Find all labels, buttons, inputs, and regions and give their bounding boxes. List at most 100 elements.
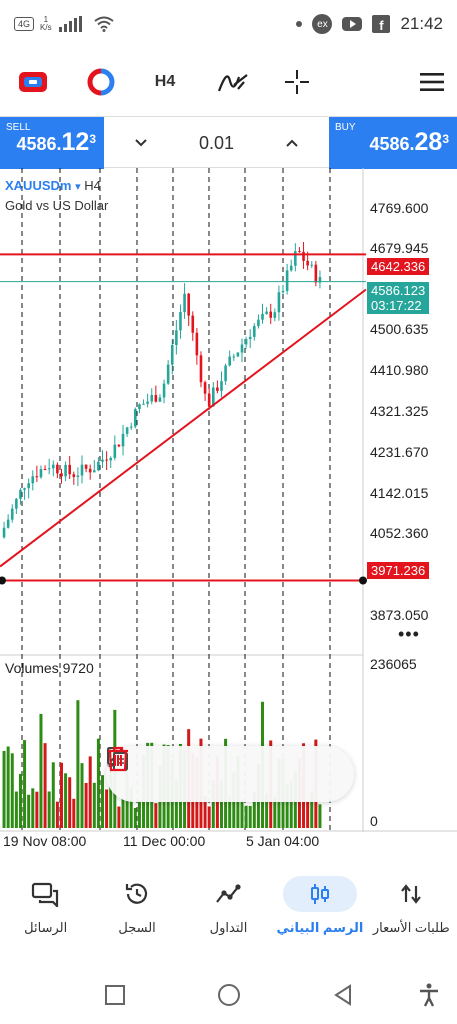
sell-price-sup: 3 xyxy=(89,132,96,146)
volume-bar xyxy=(137,800,141,828)
chart-timeframe: H4 xyxy=(84,178,101,193)
candle-body xyxy=(117,444,121,447)
volume-bar xyxy=(64,773,68,828)
drawing-tools-button[interactable] xyxy=(208,56,258,108)
crosshair-icon xyxy=(285,70,309,94)
price-axis-label: 4321.325 xyxy=(370,403,429,419)
chevron-up-icon[interactable] xyxy=(277,133,307,153)
candle-body xyxy=(10,508,14,520)
volume-bar xyxy=(72,798,76,828)
lot-size-value[interactable]: 0.01 xyxy=(198,132,235,153)
candle-body xyxy=(93,470,96,473)
bottom-navigation: طلبات الأسعار الرسم البياني التداول السج… xyxy=(0,868,457,958)
chevron-down-icon[interactable] xyxy=(126,133,156,153)
volume-bar xyxy=(154,803,158,828)
nav-label: التداول xyxy=(209,920,248,935)
trash-icon xyxy=(108,746,128,772)
sell-label: SELL xyxy=(6,122,31,133)
volume-bar xyxy=(31,788,35,828)
drawing-tools-icon xyxy=(217,74,248,92)
buy-button[interactable]: BUY 4586.283 xyxy=(329,117,457,169)
candle-body xyxy=(43,469,47,471)
candle-body xyxy=(257,319,260,327)
candle-body xyxy=(187,293,190,316)
lot-size-control: 0.01 xyxy=(104,117,329,169)
candle-body xyxy=(134,408,137,427)
candle-body xyxy=(265,311,268,314)
square-icon xyxy=(105,985,125,1005)
candle-body xyxy=(19,489,22,499)
one-click-trading-button[interactable] xyxy=(10,56,56,108)
candle-body xyxy=(76,475,80,477)
one-click-trading-icon xyxy=(19,72,47,92)
more-options-icon[interactable]: ••• xyxy=(398,624,420,644)
volume-bar xyxy=(318,804,322,828)
status-bar: 4G 1 K/s ex f 21:42 xyxy=(0,0,457,48)
accessibility-icon xyxy=(420,983,438,1007)
candle-body xyxy=(80,464,84,476)
candle-body xyxy=(97,461,100,471)
delete-object-button[interactable] xyxy=(108,746,318,802)
triangle-back-icon xyxy=(334,984,351,1006)
volume-bar xyxy=(109,759,113,828)
nav-messages[interactable]: الرسائل xyxy=(0,868,91,958)
buy-price-big: 28 xyxy=(414,128,443,156)
candle-body xyxy=(269,311,273,318)
nav-label: السجل xyxy=(118,920,156,935)
recent-apps-button[interactable] xyxy=(100,980,130,1010)
indicators-button[interactable] xyxy=(78,56,124,108)
price-axis-label: 4410.980 xyxy=(370,362,429,378)
volume-bar xyxy=(121,797,125,828)
exness-icon: ex xyxy=(312,14,333,34)
wifi-icon xyxy=(93,16,114,32)
sell-price: 4586.123 xyxy=(16,128,96,157)
copy-object-button[interactable] xyxy=(107,746,262,802)
symbol-description: Gold vs US Dollar xyxy=(5,198,109,213)
volumes-label: Volumes 9720 xyxy=(5,660,94,676)
candle-body xyxy=(113,444,117,458)
candle-body xyxy=(191,315,195,333)
candle-body xyxy=(236,352,240,357)
nav-trade[interactable]: التداول xyxy=(183,868,274,958)
volume-bar xyxy=(252,791,256,828)
nav-quotes[interactable]: طلبات الأسعار xyxy=(366,868,457,958)
line-anchor-handle xyxy=(359,576,367,585)
network-speed-unit: K/s xyxy=(40,23,52,32)
candle-body xyxy=(138,404,141,409)
volume-bar xyxy=(273,796,277,828)
candle-body xyxy=(31,476,35,484)
home-button[interactable] xyxy=(214,980,244,1010)
candle-body xyxy=(101,459,104,462)
candle-body xyxy=(318,277,322,283)
candle-body xyxy=(84,464,88,469)
edit-object-button[interactable] xyxy=(108,746,206,802)
symbol-name: XAUUSDm xyxy=(5,178,72,193)
volume-bar xyxy=(76,700,80,828)
nav-chart[interactable]: الرسم البياني xyxy=(274,868,365,958)
network-speed-value: 1 xyxy=(43,15,49,24)
candle-body xyxy=(310,264,314,266)
volume-bar xyxy=(289,780,293,828)
price-chart[interactable]: XAUUSDm ▾ H4 Gold vs US Dollar 4769.600 … xyxy=(0,168,457,858)
timeframe-button[interactable]: H4 xyxy=(154,73,176,90)
volume-bar xyxy=(92,782,96,828)
candle-body xyxy=(244,339,248,345)
candle-body xyxy=(121,433,125,447)
nav-history[interactable]: السجل xyxy=(91,868,182,958)
trade-panel: SELL 4586.123 0.01 BUY 4586.283 xyxy=(0,116,457,169)
crosshair-button[interactable] xyxy=(274,56,320,108)
candle-body xyxy=(105,459,108,461)
candle-body xyxy=(162,383,166,398)
volume-bar xyxy=(6,746,10,828)
candle-body xyxy=(294,251,297,266)
clock: 21:42 xyxy=(400,14,443,33)
sell-price-prefix: 4586. xyxy=(16,134,62,154)
candle-body xyxy=(23,488,26,490)
menu-button[interactable] xyxy=(410,56,454,108)
accessibility-button[interactable] xyxy=(414,980,444,1010)
trade-line-icon xyxy=(191,876,265,912)
candle-body xyxy=(2,527,6,538)
sell-button[interactable]: SELL 4586.123 xyxy=(0,117,104,169)
facebook-icon: f xyxy=(372,15,391,33)
back-button[interactable] xyxy=(328,980,358,1010)
